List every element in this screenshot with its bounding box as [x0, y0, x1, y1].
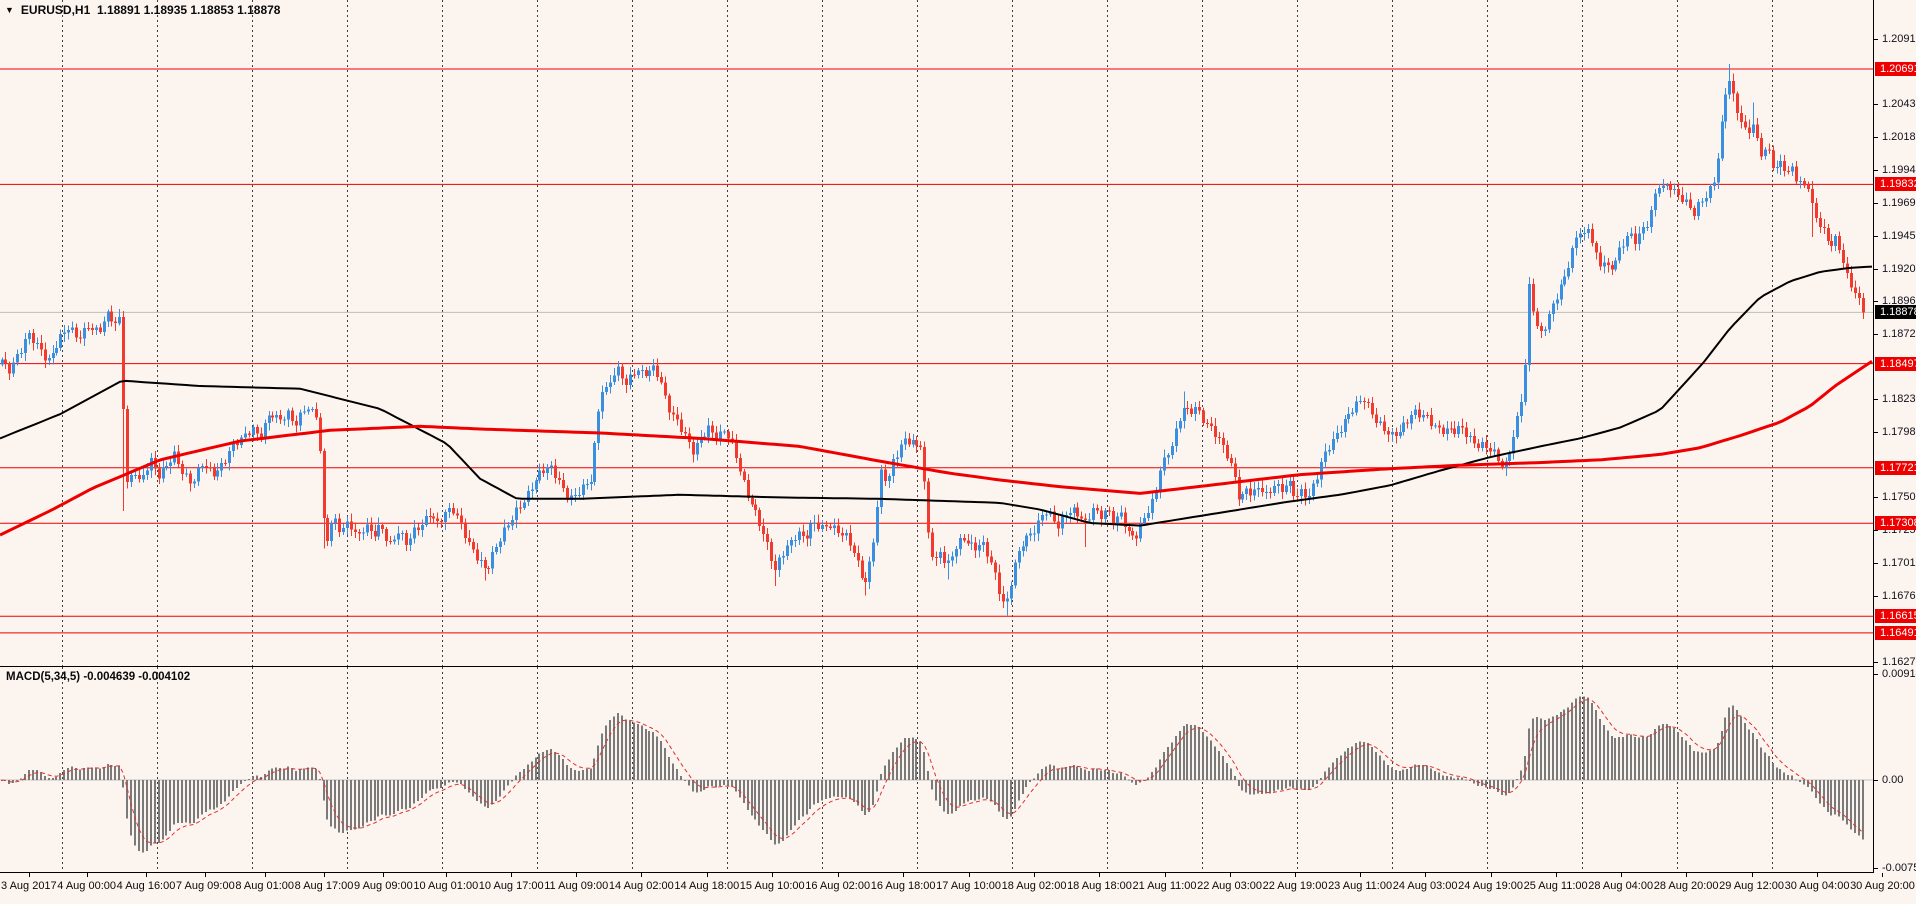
y-axis-tick-label: 1.17500 — [1874, 490, 1916, 504]
time-axis-label: 14 Aug 18:00 — [674, 873, 739, 904]
y-axis-tick-label: 1.20430 — [1874, 97, 1916, 111]
y-axis-tick-label: 1.18965 — [1874, 294, 1916, 308]
time-axis-label: 24 Aug 19:00 — [1458, 873, 1523, 904]
time-axis-label: 10 Aug 01:00 — [413, 873, 478, 904]
one-click-trading-arrow-icon[interactable]: ▼ — [5, 5, 14, 15]
time-axis-label: 28 Aug 04:00 — [1588, 873, 1653, 904]
time-axis-label: 10 Aug 17:00 — [479, 873, 544, 904]
time-axis-label: 8 Aug 17:00 — [295, 873, 353, 904]
level-price-flag: 1.16615 — [1875, 609, 1916, 623]
y-axis-tick-label: 1.20915 — [1874, 32, 1916, 46]
ohlc-quote-label: 1.18891 1.18935 1.18853 1.18878 — [96, 3, 281, 17]
time-axis-label: 24 Aug 03:00 — [1393, 873, 1458, 904]
time-axis-label: 4 Aug 00:00 — [57, 873, 116, 904]
time-axis-label: 3 Aug 2017 — [1, 873, 57, 904]
moving-average-fast-line — [0, 265, 1873, 527]
time-axis-label: 17 Aug 10:00 — [936, 873, 1001, 904]
macd-signal-line — [1, 698, 1864, 844]
time-axis-label: 22 Aug 19:00 — [1263, 873, 1327, 904]
y-axis-tick-label: 1.19695 — [1874, 196, 1916, 210]
price-axis[interactable]: 1.20915 1.20430 1.20185 1.19940 1.19695 1.194… — [1873, 0, 1916, 875]
y-axis-tick-label: 1.19450 — [1874, 229, 1916, 243]
time-axis-label: 23 Aug 11:00 — [1328, 873, 1392, 904]
moving-average-slow-line — [0, 359, 1873, 537]
time-axis-label: 25 Aug 11:00 — [1524, 873, 1588, 904]
time-axis-label: 9 Aug 09:00 — [354, 873, 413, 904]
y-axis-tick-label: 1.16765 — [1874, 589, 1916, 603]
symbol-period-label: EURUSD,H1 — [20, 3, 91, 17]
time-axis[interactable]: 3 Aug 2017 4 Aug 00:00 4 Aug 16:00 7 Aug 09… — [0, 873, 1916, 904]
time-axis-label: 30 Aug 20:00 — [1850, 873, 1915, 904]
time-axis-label: 18 Aug 18:00 — [1067, 873, 1132, 904]
macd-axis-tick-label: -0.007587 — [1874, 861, 1916, 875]
time-axis-label: 30 Aug 04:00 — [1785, 873, 1849, 904]
candlestick-series — [1, 63, 1865, 616]
time-axis-label: 11 Aug 09:00 — [544, 873, 608, 904]
macd-histogram-series — [1, 696, 1864, 853]
price-chart-panel[interactable] — [0, 0, 1873, 667]
level-price-flag: 1.19832 — [1875, 177, 1916, 191]
y-axis-tick-label: 1.17985 — [1874, 425, 1916, 439]
time-axis-label: 29 Aug 12:00 — [1719, 873, 1784, 904]
chart-title: ▼ EURUSD,H1 1.18891 1.18935 1.18853 1.188… — [5, 3, 280, 17]
macd-axis-tick-label: 0.00 — [1874, 773, 1903, 787]
time-axis-label: 15 Aug 10:00 — [740, 873, 805, 904]
time-axis-label: 8 Aug 01:00 — [235, 873, 294, 904]
candlestick-chart[interactable] — [0, 0, 1873, 666]
time-axis-label: 14 Aug 02:00 — [609, 873, 674, 904]
time-axis-label: 4 Aug 16:00 — [117, 873, 175, 904]
y-axis-tick-label: 1.16275 — [1874, 655, 1916, 669]
y-axis-tick-label: 1.18720 — [1874, 327, 1916, 341]
time-axis-label: 22 Aug 03:00 — [1197, 873, 1262, 904]
level-price-flag: 1.16491 — [1875, 626, 1916, 640]
y-axis-tick-label: 1.19205 — [1874, 262, 1916, 276]
macd-indicator-panel[interactable] — [0, 667, 1873, 873]
level-price-flag: 1.18497 — [1875, 357, 1916, 371]
time-axis-label: 18 Aug 02:00 — [1002, 873, 1066, 904]
level-price-flag: 1.17721 — [1875, 461, 1916, 475]
current-bid-price-flag: 1.18878 — [1875, 305, 1916, 319]
macd-axis-tick-label: 0.009142 — [1874, 667, 1916, 681]
macd-indicator-label: MACD(5,34,5) -0.004639 -0.004102 — [6, 671, 191, 683]
time-axis-label: 16 Aug 02:00 — [805, 873, 870, 904]
y-axis-tick-label: 1.17010 — [1874, 556, 1916, 570]
y-axis-tick-label: 1.19940 — [1874, 163, 1916, 177]
macd-histogram-chart[interactable] — [0, 667, 1873, 872]
time-axis-label: 16 Aug 18:00 — [871, 873, 936, 904]
level-price-flag: 1.17308 — [1875, 516, 1916, 530]
level-price-flag: 1.20691 — [1875, 62, 1916, 76]
y-axis-tick-label: 1.20185 — [1874, 130, 1916, 144]
y-axis-tick-label: 1.18230 — [1874, 392, 1916, 406]
time-axis-label: 28 Aug 20:00 — [1654, 873, 1719, 904]
time-axis-label: 21 Aug 11:00 — [1133, 873, 1197, 904]
time-axis-label: 7 Aug 09:00 — [176, 873, 235, 904]
